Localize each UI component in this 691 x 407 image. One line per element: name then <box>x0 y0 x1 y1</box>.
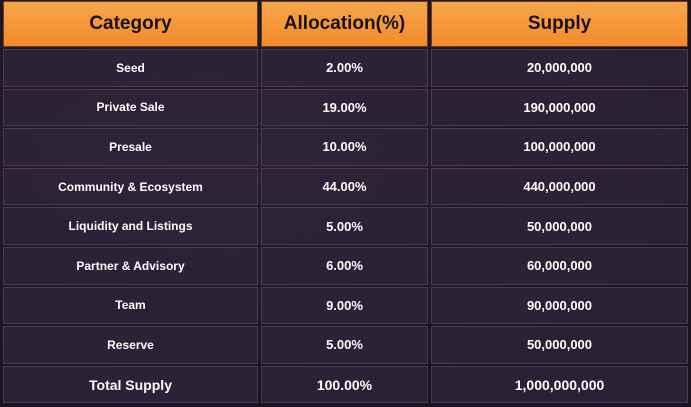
total-cell: 1,000,000,000 <box>431 365 688 404</box>
table-cell: 44.00% <box>261 167 428 206</box>
table-cell: 20,000,000 <box>431 49 688 87</box>
header-cell: Allocation(%) <box>261 1 428 47</box>
table-cell: 100,000,000 <box>431 128 688 166</box>
table-cell: Presale <box>3 128 258 166</box>
table-row: Team 9.00% 90,000,000 <box>0 286 691 325</box>
table-cell: Reserve <box>3 326 258 364</box>
table-cell: 50,000,000 <box>431 326 688 364</box>
table-cell: 90,000,000 <box>431 286 688 325</box>
table-cell: 440,000,000 <box>431 167 688 206</box>
table-cell: 9.00% <box>261 286 428 325</box>
header-cell: Category <box>3 1 258 47</box>
table-cell: 60,000,000 <box>431 247 688 285</box>
table-cell: 6.00% <box>261 247 428 285</box>
table-cell: Partner & Advisory <box>3 247 258 285</box>
table-cell: 10.00% <box>261 128 428 166</box>
table-cell: Community & Ecosystem <box>3 167 258 206</box>
total-cell: 100.00% <box>261 365 428 404</box>
table-row: Presale 10.00% 100,000,000 <box>0 128 691 166</box>
table-row: Community & Ecosystem 44.00% 440,000,000 <box>0 167 691 206</box>
table-cell: 190,000,000 <box>431 88 688 127</box>
table-cell: Private Sale <box>3 88 258 127</box>
table-cell: 5.00% <box>261 207 428 245</box>
table-cell: 5.00% <box>261 326 428 364</box>
table-row: Private Sale 19.00% 190,000,000 <box>0 88 691 127</box>
table-cell: Seed <box>3 49 258 87</box>
table-cell: 50,000,000 <box>431 207 688 245</box>
table-row: Reserve 5.00% 50,000,000 <box>0 326 691 364</box>
header-row: Category Allocation(%) Supply <box>0 1 691 47</box>
table-cell: 19.00% <box>261 88 428 127</box>
table-cell: Liquidity and Listings <box>3 207 258 245</box>
table-cell: 2.00% <box>261 49 428 87</box>
table-row: Seed 2.00% 20,000,000 <box>0 49 691 87</box>
table-cell: Team <box>3 286 258 325</box>
total-cell: Total Supply <box>3 365 258 404</box>
header-cell: Supply <box>431 1 688 47</box>
table-row: Partner & Advisory 6.00% 60,000,000 <box>0 247 691 285</box>
total-row: Total Supply 100.00% 1,000,000,000 <box>0 365 691 404</box>
table-row: Liquidity and Listings 5.00% 50,000,000 <box>0 207 691 245</box>
